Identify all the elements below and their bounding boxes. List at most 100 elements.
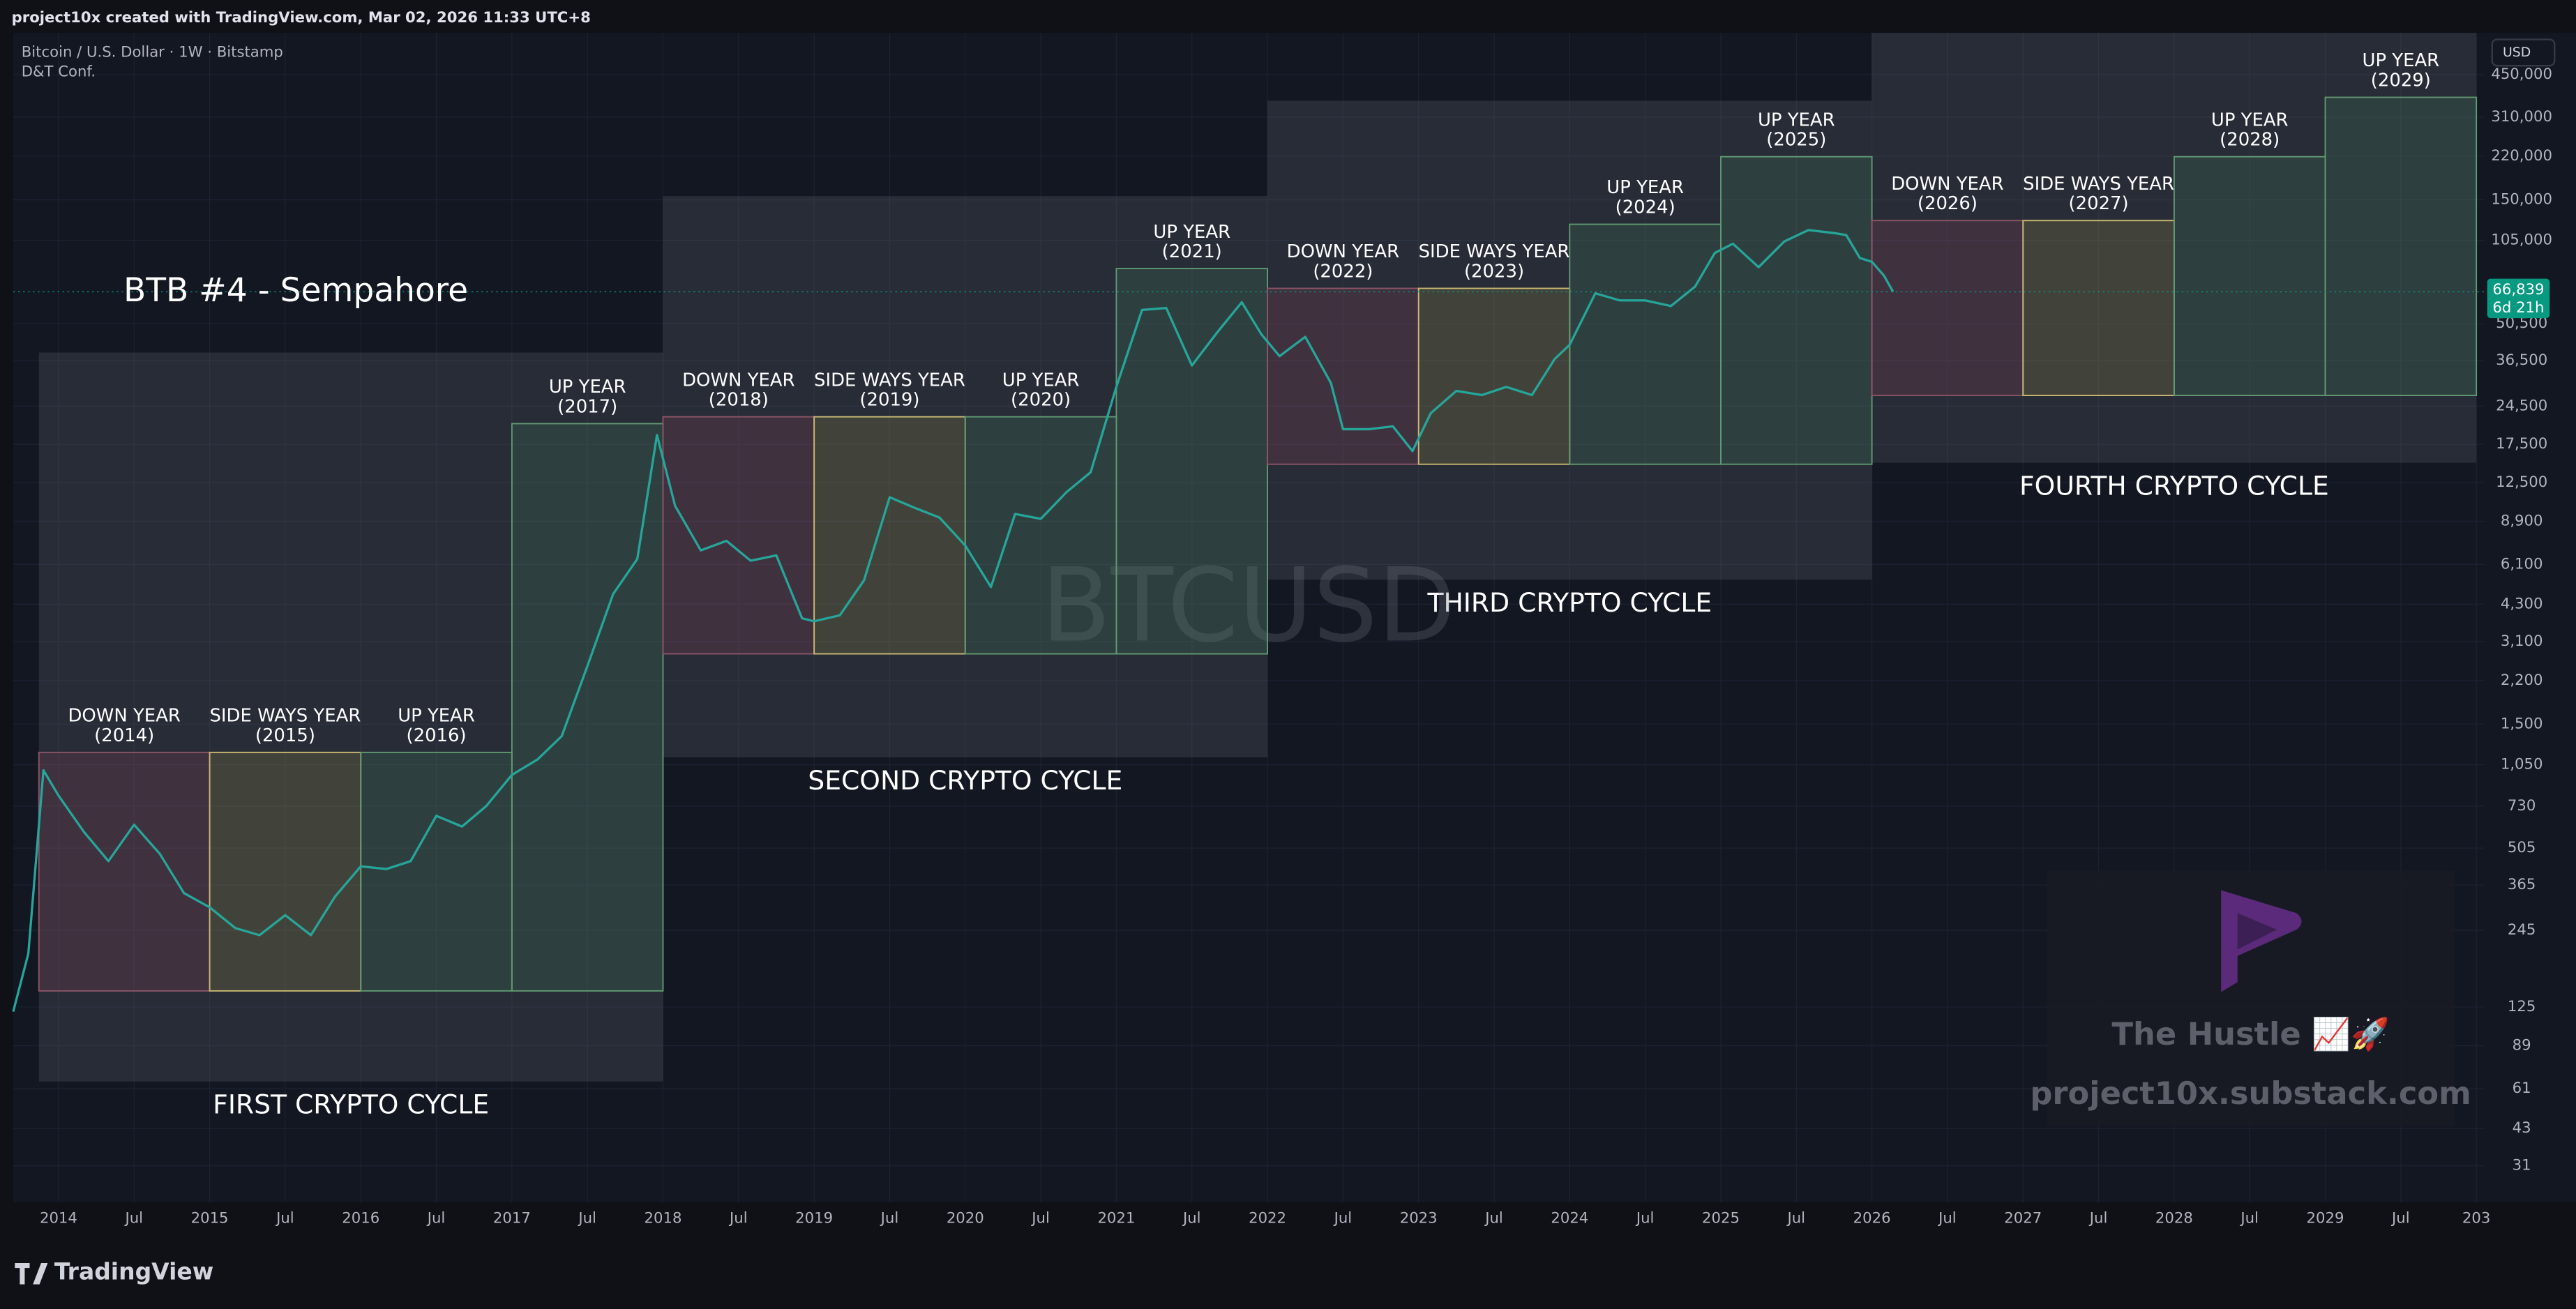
x-tick-label: Jul <box>2239 1209 2259 1226</box>
y-tick-label: 450,000 <box>2491 65 2552 82</box>
year-box <box>964 416 1117 655</box>
last-price-label: 66,839 <box>2492 280 2544 298</box>
y-tick-label: 220,000 <box>2491 146 2552 164</box>
y-tick-label: 61 <box>2513 1079 2531 1096</box>
x-tick-label: Jul <box>2088 1209 2108 1226</box>
year-box <box>2324 96 2478 396</box>
y-tick-label: 310,000 <box>2491 107 2552 125</box>
x-tick-label: 2022 <box>1249 1209 1286 1226</box>
x-tick-label: 2027 <box>2004 1209 2042 1226</box>
year-box-year: (2027) <box>2069 193 2129 214</box>
year-box <box>1417 287 1571 465</box>
header-text: project10x created with TradingView.com,… <box>12 8 591 26</box>
year-box-year: (2017) <box>557 396 617 417</box>
x-tick-label: 2021 <box>1097 1209 1135 1226</box>
cycle-label: THIRD CRYPTO CYCLE <box>1426 587 1712 618</box>
year-box-title: DOWN YEAR <box>68 706 180 727</box>
cycle-background <box>38 352 663 1082</box>
x-tick-label: 2023 <box>1400 1209 1438 1226</box>
year-boxes: DOWN YEAR(2014)SIDE WAYS YEAR(2015)UP YE… <box>38 50 2478 992</box>
x-tick-label: Jul <box>275 1209 294 1226</box>
x-tick-label: Jul <box>2390 1209 2410 1226</box>
y-tick-label: 4,300 <box>2501 594 2543 612</box>
year-box-title: UP YEAR <box>1002 370 1080 391</box>
y-tick-label: 6,100 <box>2501 554 2543 572</box>
year-box <box>209 751 362 992</box>
year-box-year: (2028) <box>2220 130 2280 151</box>
y-tick-label: 31 <box>2513 1156 2531 1174</box>
x-tick-label: 2028 <box>2155 1209 2193 1226</box>
cycle-label: FOURTH CRYPTO CYCLE <box>2019 470 2329 501</box>
year-box-year: (2025) <box>1766 130 1826 151</box>
year-box-year: (2029) <box>2371 70 2431 91</box>
year-box-year: (2018) <box>709 390 769 411</box>
last-price-box <box>2487 278 2550 319</box>
year-box <box>1115 268 1268 655</box>
year-box <box>1267 287 1419 465</box>
y-tick-label: 89 <box>2513 1036 2531 1053</box>
y-tick-label: 1,500 <box>2501 714 2543 732</box>
cycle-label: SECOND CRYPTO CYCLE <box>808 765 1122 796</box>
year-box-year: (2019) <box>859 390 919 411</box>
x-tick-label: Jul <box>577 1209 596 1226</box>
x-tick-label: 2018 <box>645 1209 682 1226</box>
x-tick-label: 2019 <box>795 1209 833 1226</box>
year-box-year: (2020) <box>1011 390 1071 411</box>
x-tick-label: Jul <box>1786 1209 1806 1226</box>
year-box-year: (2014) <box>94 725 154 746</box>
y-tick-label: 105,000 <box>2491 231 2552 248</box>
currency-box[interactable] <box>2491 38 2556 67</box>
x-tick-label: 2025 <box>1702 1209 1740 1226</box>
year-box-year: (2022) <box>1313 261 1373 282</box>
year-box-title: UP YEAR <box>2211 109 2289 130</box>
x-tick-label: 2017 <box>493 1209 531 1226</box>
y-tick-label: 2,200 <box>2501 671 2543 688</box>
y-tick-label: 17,500 <box>2496 434 2547 452</box>
year-box-title: SIDE WAYS YEAR <box>1419 241 1570 262</box>
watermark: BTCUSD <box>1041 546 1456 665</box>
y-tick-label: 43 <box>2513 1119 2531 1136</box>
year-box-year: (2024) <box>1615 197 1675 218</box>
y-tick-label: 3,100 <box>2501 632 2543 649</box>
brand: TradingView <box>54 1258 213 1285</box>
x-tick-label: 2014 <box>40 1209 77 1226</box>
y-tick-label: 36,500 <box>2496 351 2547 368</box>
x-tick-label: 2029 <box>2307 1209 2344 1226</box>
year-box <box>813 416 966 655</box>
promo-url: project10x.substack.com <box>2030 1075 2471 1112</box>
year-box-year: (2016) <box>406 725 466 746</box>
x-tick-label: Jul <box>1937 1209 1957 1226</box>
year-box-year: (2015) <box>255 725 315 746</box>
x-tick-label: Jul <box>426 1209 446 1226</box>
x-tick-label: 2024 <box>1551 1209 1588 1226</box>
year-box-title: UP YEAR <box>1758 109 1835 130</box>
y-tick-label: 730 <box>2508 796 2536 814</box>
year-box <box>511 423 664 992</box>
x-tick-label: Jul <box>1030 1209 1050 1226</box>
legend-indicator: D&T Conf. <box>22 63 96 80</box>
y-tick-label: 365 <box>2508 875 2536 893</box>
year-box-title: UP YEAR <box>549 377 626 398</box>
promo-name: The Hustle 📈🚀 <box>2111 1015 2389 1052</box>
x-tick-label: 2020 <box>947 1209 984 1226</box>
y-tick-label: 505 <box>2508 838 2536 856</box>
x-tick-label: 2026 <box>1853 1209 1891 1226</box>
year-box-title: DOWN YEAR <box>1287 241 1399 262</box>
y-tick-label: 24,500 <box>2496 396 2547 414</box>
year-box-title: SIDE WAYS YEAR <box>2023 174 2174 195</box>
y-tick-label: 12,500 <box>2496 473 2547 490</box>
year-box-year: (2021) <box>1162 241 1222 262</box>
year-box-title: UP YEAR <box>1153 222 1230 243</box>
year-box <box>1871 220 2024 396</box>
year-box-title: UP YEAR <box>2363 50 2440 71</box>
x-axis: 2014 Jul 2015 Jul 2016 Jul 2017 Jul 2018 Jul 2019 J… <box>40 1209 2490 1226</box>
year-box <box>38 751 211 992</box>
year-box-title: DOWN YEAR <box>682 370 794 391</box>
x-tick-label: 203 <box>2462 1209 2490 1226</box>
y-tick-label: 150,000 <box>2491 190 2552 207</box>
year-box <box>2022 220 2175 396</box>
x-tick-label: Jul <box>1484 1209 1503 1226</box>
cycle-label: FIRST CRYPTO CYCLE <box>213 1089 489 1120</box>
x-tick-label: Jul <box>123 1209 143 1226</box>
